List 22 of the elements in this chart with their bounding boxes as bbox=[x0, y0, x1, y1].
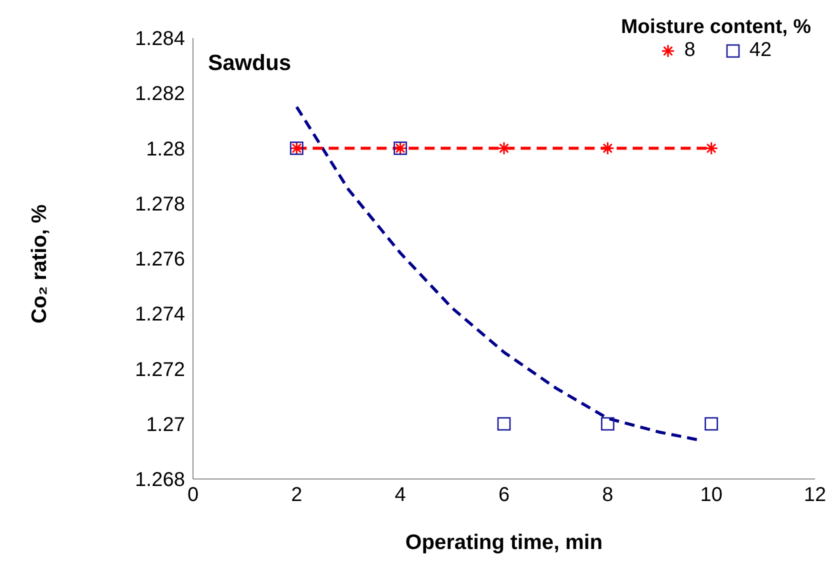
x-tick-label: 8 bbox=[602, 484, 614, 506]
y-tick-label: 1.268 bbox=[134, 469, 185, 492]
y-tick-label: 1.284 bbox=[134, 28, 185, 50]
legend-title: Moisture content, % bbox=[620, 16, 811, 39]
y-tick-label: 1.28 bbox=[146, 138, 185, 160]
x-tick-label: 2 bbox=[291, 484, 302, 506]
y-tick-label: 1.276 bbox=[134, 248, 185, 271]
legend-label: 8 bbox=[684, 39, 696, 62]
legend-label: 42 bbox=[749, 39, 772, 62]
y-tick-label: 1.282 bbox=[134, 83, 185, 106]
text: Sawdus bbox=[208, 50, 292, 76]
x-tick-label: 4 bbox=[394, 484, 406, 506]
x-tick-label: 6 bbox=[498, 484, 510, 506]
x-tick-label: 12 bbox=[804, 484, 826, 506]
x-axis-title: Operating time, min bbox=[405, 531, 603, 554]
y-tick-label: 1.274 bbox=[134, 304, 185, 326]
y-tick-label: 1.27 bbox=[146, 414, 185, 436]
x-tick-label: 10 bbox=[700, 484, 722, 506]
x-tick-label: 0 bbox=[187, 484, 199, 506]
y-axis-title: Co₂ ratio, % bbox=[28, 204, 52, 324]
y-tick-label: 1.272 bbox=[134, 358, 185, 381]
y-tick-label: 1.278 bbox=[134, 193, 185, 216]
